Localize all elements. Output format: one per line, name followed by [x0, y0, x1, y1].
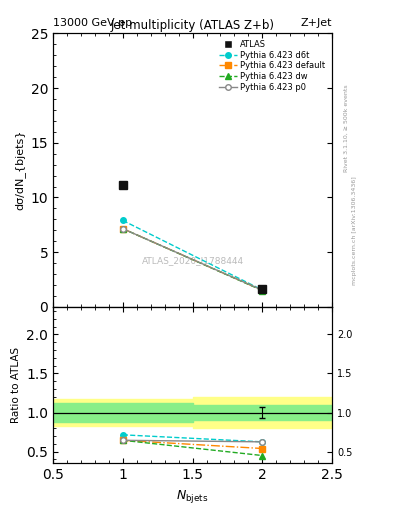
X-axis label: $N_{\mathsf{bjets}}$: $N_{\mathsf{bjets}}$	[176, 488, 209, 505]
Title: Jet multiplicity (ATLAS Z+b): Jet multiplicity (ATLAS Z+b)	[110, 19, 275, 32]
Legend: ATLAS, Pythia 6.423 d6t, Pythia 6.423 default, Pythia 6.423 dw, Pythia 6.423 p0: ATLAS, Pythia 6.423 d6t, Pythia 6.423 de…	[216, 37, 328, 94]
Text: Rivet 3.1.10, ≥ 500k events: Rivet 3.1.10, ≥ 500k events	[344, 84, 349, 172]
Text: Z+Jet: Z+Jet	[301, 18, 332, 28]
Text: ATLAS_2020_I1788444: ATLAS_2020_I1788444	[141, 256, 244, 265]
Text: mcplots.cern.ch [arXiv:1306.3436]: mcplots.cern.ch [arXiv:1306.3436]	[352, 176, 357, 285]
Y-axis label: Ratio to ATLAS: Ratio to ATLAS	[11, 347, 21, 423]
Y-axis label: dσ/dN_{bjets}: dσ/dN_{bjets}	[14, 130, 25, 210]
Text: 13000 GeV pp: 13000 GeV pp	[53, 18, 132, 28]
